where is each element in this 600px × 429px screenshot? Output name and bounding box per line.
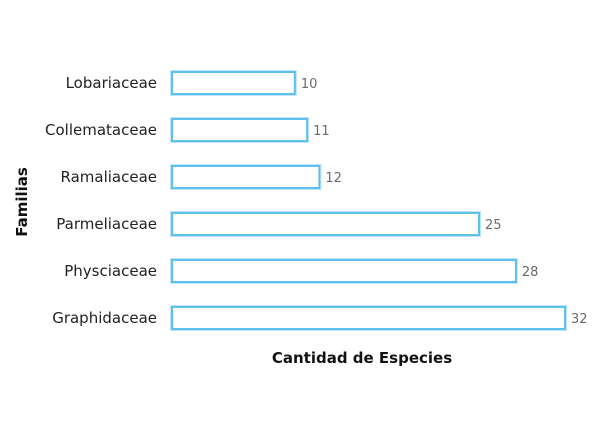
bar-collemataceae <box>171 118 309 142</box>
category-label-graphidaceae: Graphidaceae <box>52 309 157 327</box>
y-axis-title: Familias <box>13 167 31 237</box>
bars-group <box>170 70 567 331</box>
bar-physciaceae <box>171 259 517 283</box>
category-label-parmeliaceae: Parmeliaceae <box>56 215 157 233</box>
bar-graphidaceae <box>171 306 566 330</box>
value-label-collemataceae: 11 <box>313 124 330 139</box>
bar-parmeliaceae <box>171 212 481 236</box>
category-label-collemataceae: Collemataceae <box>45 121 157 139</box>
category-label-lobariaceae: Lobariaceae <box>66 74 157 92</box>
value-label-parmeliaceae: 25 <box>485 218 502 233</box>
category-labels: Lobariaceae Collemataceae Ramaliaceae Parme… <box>45 74 157 327</box>
value-label-graphidaceae: 32 <box>571 312 588 327</box>
category-label-physciaceae: Physciaceae <box>64 262 157 280</box>
bar-lobariaceae <box>171 71 296 95</box>
value-label-lobariaceae: 10 <box>301 77 318 92</box>
value-label-physciaceae: 28 <box>522 265 539 280</box>
bar-ramaliaceae <box>171 165 321 189</box>
category-label-ramaliaceae: Ramaliaceae <box>60 168 157 186</box>
x-axis-title: Cantidad de Especies <box>272 349 452 367</box>
value-label-ramaliaceae: 12 <box>325 171 342 186</box>
value-labels: 10 11 12 25 28 32 <box>301 77 588 327</box>
